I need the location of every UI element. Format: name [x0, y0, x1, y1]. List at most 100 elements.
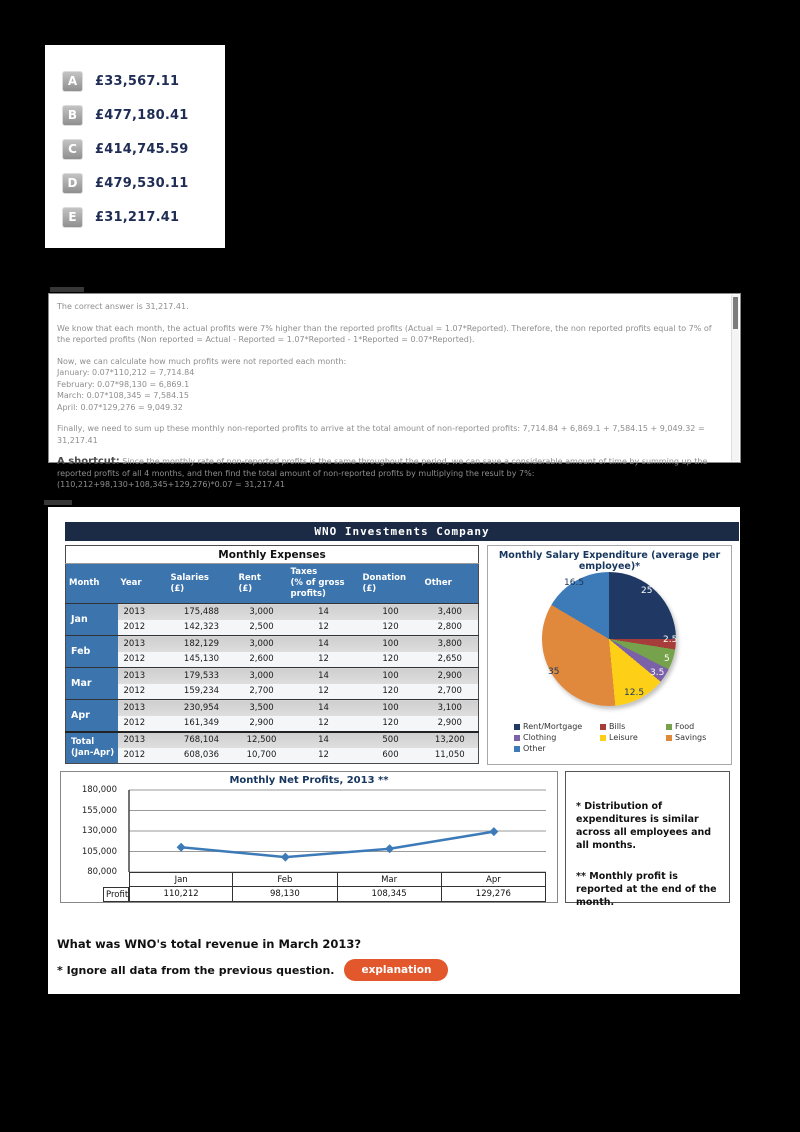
cell-salaries: 608,036	[167, 747, 236, 764]
cropped-text-fragment	[50, 287, 84, 292]
cell-year: 2012	[117, 715, 168, 732]
scrollbar-thumb[interactable]	[733, 297, 738, 329]
explanation-sum: Finally, we need to sum up these monthly…	[57, 424, 705, 445]
cell-rent: 2,700	[235, 683, 288, 700]
month-label: Jan	[65, 603, 118, 636]
cell-other: 2,900	[421, 667, 479, 684]
pie-chart	[542, 572, 676, 706]
cell-other: 11,050	[421, 747, 479, 764]
cell-other: 3,800	[421, 635, 479, 652]
cell-other: 13,200	[421, 730, 479, 748]
cell-rent: 3,500	[235, 699, 288, 716]
col-rent: Rent (£)	[235, 563, 288, 604]
legend-swatch-icon	[600, 734, 606, 741]
cell-year: 2013	[117, 730, 168, 748]
answer-option-c[interactable]: C £414,745.59	[62, 138, 225, 160]
explanation-panel: The correct answer is 31,217.41. We know…	[48, 293, 741, 489]
cell-year: 2013	[117, 699, 168, 716]
cell-taxes: 12	[287, 619, 360, 636]
cell-rent: 2,900	[235, 715, 288, 732]
total-label: Total (Jan-Apr)	[65, 730, 118, 764]
pie-slice-value: 16.5	[564, 578, 585, 588]
col-month: Month	[65, 563, 118, 604]
month-label: Feb	[65, 635, 118, 668]
option-value: £414,745.59	[95, 141, 189, 157]
cell-donation: 600	[359, 747, 422, 764]
cell-other: 2,700	[421, 683, 479, 700]
legend-label: Food	[675, 722, 695, 731]
table-row: Jan 2013 175,488 3,000 14 100 3,400	[65, 603, 479, 636]
footnote-1: * Distribution of expenditures is simila…	[576, 801, 712, 851]
shortcut-label: A shortcut:	[57, 456, 120, 467]
cell-taxes: 12	[287, 651, 360, 668]
y-tick: 80,000	[87, 867, 117, 877]
legend-item: Leisure	[600, 733, 666, 742]
col-donation: Donation (£)	[359, 563, 422, 604]
answer-option-a[interactable]: A £33,567.11	[62, 70, 225, 92]
cell-taxes: 14	[287, 603, 360, 620]
option-letter-badge: D	[62, 172, 83, 194]
explanation-button[interactable]: explanation	[344, 959, 449, 981]
cell-salaries: 159,234	[167, 683, 236, 700]
table-row: 2012 145,130 2,600 12 120 2,650	[66, 651, 479, 668]
table-row: 2012 159,234 2,700 12 120 2,700	[66, 683, 479, 700]
x-axis-table: Jan Feb Mar Apr Profit 110,212 98,130 10…	[103, 872, 546, 902]
explanation-shortcut: A shortcut: Since the monthly rate of no…	[57, 456, 722, 491]
cell-other: 2,800	[421, 619, 479, 636]
profit-row: Profit 110,212 98,130 108,345 129,276	[103, 887, 546, 902]
cell-taxes: 14	[287, 730, 360, 748]
expenses-table-title: Monthly Expenses	[65, 545, 479, 564]
legend-swatch-icon	[514, 734, 520, 741]
cell-year: 2012	[117, 683, 168, 700]
explanation-calc-feb: February: 0.07*98,130 = 6,869.1	[57, 379, 190, 389]
explanation-calc-jan: January: 0.07*110,212 = 7,714.84	[57, 368, 195, 377]
profit-value: 129,276	[441, 887, 546, 902]
cell-salaries: 175,488	[167, 603, 236, 620]
legend-label: Bills	[609, 722, 626, 731]
cell-year: 2013	[117, 635, 168, 652]
pie-slice-value: 35	[548, 667, 560, 677]
cell-rent: 3,000	[235, 603, 288, 620]
option-value: £33,567.11	[95, 73, 180, 89]
answer-option-e[interactable]: E £31,217.41	[62, 206, 225, 228]
cell-other: 3,400	[421, 603, 479, 620]
answer-option-d[interactable]: D £479,530.11	[62, 172, 225, 194]
legend-label: Rent/Mortgage	[523, 722, 583, 731]
x-tick: Jan	[129, 872, 234, 887]
cell-year: 2012	[117, 651, 168, 668]
cell-donation: 120	[359, 715, 422, 732]
cell-donation: 500	[359, 730, 422, 748]
x-tick: Apr	[441, 872, 546, 887]
legend-item: Clothing	[514, 733, 600, 742]
x-tick: Feb	[233, 872, 338, 887]
cell-year: 2013	[117, 603, 168, 620]
shortcut-text: Since the monthly rate of non-reported p…	[57, 457, 708, 478]
report-panel: WNO Investments Company Monthly Expenses…	[48, 507, 740, 994]
cell-rent: 10,700	[235, 747, 288, 764]
legend-swatch-icon	[514, 723, 520, 730]
explanation-calculations: Now, we can calculate how much profits w…	[57, 356, 722, 414]
col-year: Year	[117, 563, 168, 604]
y-axis-labels: 180,000 155,000 130,000 105,000 80,000	[65, 785, 123, 877]
cell-donation: 120	[359, 651, 422, 668]
cell-year: 2013	[117, 667, 168, 684]
legend-item: Bills	[600, 722, 666, 731]
option-letter-badge: E	[62, 206, 83, 228]
pie-chart-title: Monthly Salary Expenditure (average per …	[498, 550, 721, 572]
table-row: Apr 2013 230,954 3,500 14 100 3,100	[65, 699, 479, 732]
option-letter-badge: C	[62, 138, 83, 160]
scrollbar[interactable]	[731, 295, 739, 461]
cell-salaries: 182,129	[167, 635, 236, 652]
cell-salaries: 179,533	[167, 667, 236, 684]
legend-label: Savings	[675, 733, 707, 742]
answer-option-b[interactable]: B £477,180.41	[62, 104, 225, 126]
cell-taxes: 14	[287, 635, 360, 652]
month-label: Apr	[65, 699, 118, 732]
expenses-header-row: Month Year Salaries (£) Rent (£) Taxes (…	[65, 563, 479, 604]
pie-slice-value: 5	[664, 654, 670, 664]
cell-taxes: 14	[287, 699, 360, 716]
pie-chart-panel: Monthly Salary Expenditure (average per …	[487, 545, 732, 765]
pie-chart-wrap: 25 2.5 5 3.5 12.5 35 16.5	[542, 572, 677, 706]
y-tick: 130,000	[81, 826, 117, 836]
month-header-row: Jan Feb Mar Apr	[103, 872, 546, 887]
